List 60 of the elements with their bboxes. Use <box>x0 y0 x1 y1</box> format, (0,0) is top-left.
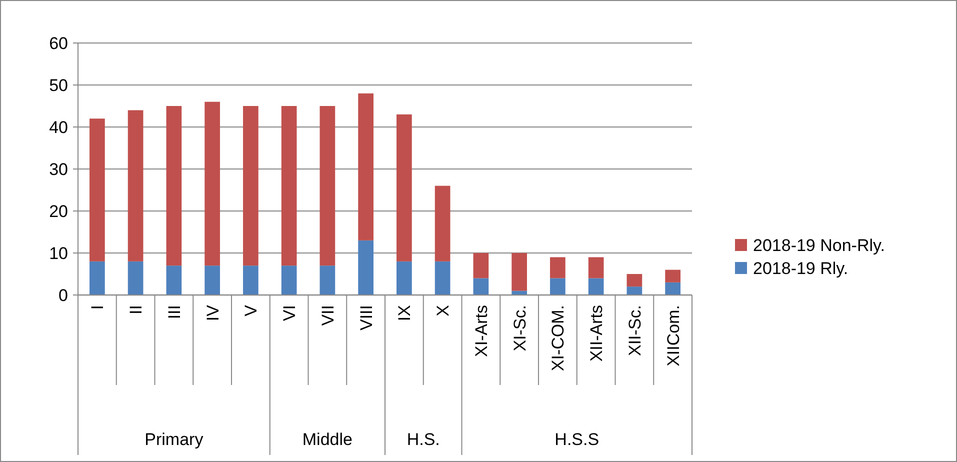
bar <box>358 240 374 295</box>
x-tick-label: XI-Sc. <box>510 305 530 352</box>
legend-label: 2018-19 Non-Rly. <box>753 236 885 255</box>
x-tick-label: XII-Arts <box>587 305 606 362</box>
bar <box>665 282 680 295</box>
x-tick-label: V <box>242 304 261 316</box>
legend-label: 2018-19 Rly. <box>753 258 848 278</box>
bar <box>243 266 258 295</box>
x-tick-label: XI-COM. <box>548 305 568 372</box>
bar <box>626 286 642 295</box>
text: H.S. <box>406 430 440 449</box>
bar <box>128 110 144 262</box>
y-tick-label: 30 <box>49 160 68 179</box>
bar <box>550 257 566 278</box>
x-tick-label: XIICom. <box>664 305 683 366</box>
bar <box>166 106 182 266</box>
bar <box>281 266 297 295</box>
x-tick-label: XI-Arts <box>472 305 491 357</box>
x-tick-label: XII-Sc. <box>625 305 644 356</box>
y-tick-label: 20 <box>49 202 68 221</box>
bar <box>434 186 450 262</box>
bar <box>396 261 412 295</box>
bar <box>128 261 144 295</box>
bar <box>243 106 258 266</box>
bar <box>588 278 604 295</box>
y-tick-label: 40 <box>49 118 68 137</box>
text: Primary <box>144 430 204 449</box>
x-tick-label: IV <box>203 304 222 322</box>
bar <box>166 266 182 295</box>
bar <box>512 253 527 291</box>
x-tick-label: II <box>126 305 146 314</box>
bar <box>550 278 566 295</box>
bar <box>434 261 450 295</box>
x-tick-label: VI <box>280 305 300 322</box>
bar <box>90 261 105 295</box>
y-tick-label: 10 <box>49 244 68 263</box>
y-tick-label: 0 <box>58 286 68 305</box>
x-tick-label: IX <box>395 305 414 322</box>
bar <box>626 274 642 287</box>
y-tick-label: 50 <box>49 76 68 95</box>
bar <box>281 106 297 266</box>
bar <box>473 253 489 278</box>
bar <box>204 102 220 266</box>
x-tick-label: I <box>88 305 108 310</box>
bar <box>588 257 604 278</box>
bar <box>90 118 105 262</box>
y-tick-label: 60 <box>49 34 68 53</box>
bar <box>358 93 374 240</box>
x-tick-label: VIII <box>356 305 376 331</box>
bar <box>320 266 336 295</box>
text: Middle <box>302 430 352 449</box>
x-tick-label: VII <box>318 305 338 326</box>
text: H.S.S <box>554 430 600 449</box>
bar <box>204 266 220 295</box>
x-tick-label: X <box>434 305 453 316</box>
bar <box>396 114 412 262</box>
x-tick-label: III <box>164 305 184 320</box>
bar <box>665 270 680 282</box>
bar <box>320 106 336 266</box>
bar <box>473 278 489 295</box>
